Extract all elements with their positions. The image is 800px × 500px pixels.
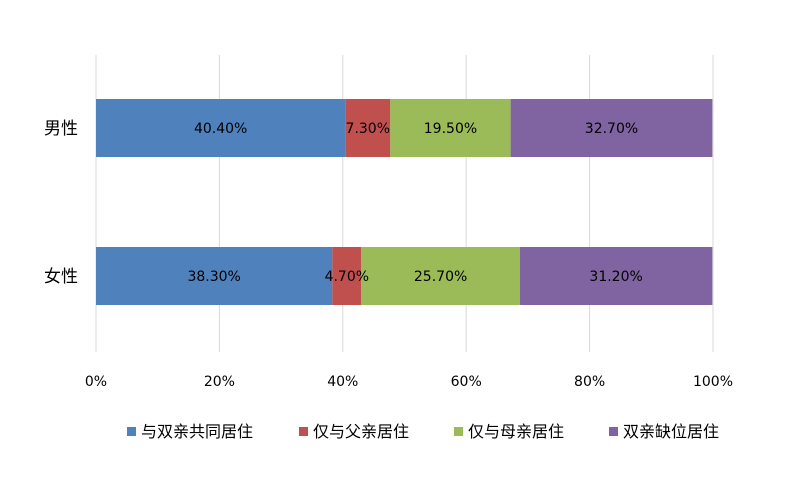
bar-segment (96, 99, 346, 157)
bar-segment (519, 247, 713, 305)
x-tick-label: 20% (204, 374, 235, 390)
legend-swatch (454, 427, 463, 436)
data-label: 32.70% (585, 121, 638, 137)
x-tick-labels-layer: 0% 20% 40% 60% 80% 100% (85, 374, 733, 390)
bar-segment (332, 247, 362, 305)
data-label: 19.50% (424, 121, 477, 137)
legend-label: 双亲缺位居住 (623, 422, 719, 441)
bar-segment (361, 247, 520, 305)
x-tick-label: 80% (574, 374, 605, 390)
data-label: 4.70% (325, 269, 369, 285)
bars-layer (96, 99, 713, 305)
data-label: 31.20% (589, 269, 642, 285)
data-label: 25.70% (414, 269, 467, 285)
legend-swatch (127, 427, 136, 436)
x-tick-label: 40% (327, 374, 358, 390)
legend: 与双亲共同居住 仅与父亲居住 仅与母亲居住 双亲缺位居住 (127, 422, 719, 441)
category-label: 女性 (44, 267, 78, 287)
legend-label: 与双亲共同居住 (141, 422, 253, 441)
bar-segment (345, 99, 391, 157)
data-label: 40.40% (194, 121, 247, 137)
legend-label: 仅与母亲居住 (468, 422, 564, 441)
x-tick-label: 60% (451, 374, 482, 390)
x-tick-label: 0% (85, 374, 107, 390)
legend-swatch (299, 427, 308, 436)
bar-segment (510, 99, 713, 157)
x-tick-label: 100% (693, 374, 733, 390)
category-label: 男性 (44, 119, 78, 139)
bar-segment (390, 99, 511, 157)
data-label: 7.30% (346, 121, 390, 137)
legend-label: 仅与父亲居住 (313, 422, 409, 441)
bar-segment (96, 247, 333, 305)
legend-swatch (609, 427, 618, 436)
data-label: 38.30% (187, 269, 240, 285)
data-labels-layer: 40.40% 7.30% 19.50% 32.70% 38.30% 4.70% 25.70%… (187, 121, 642, 285)
